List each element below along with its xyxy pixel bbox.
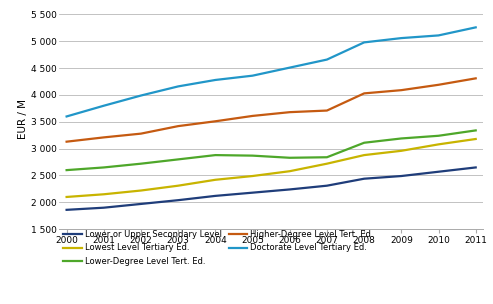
Line: Doctorate Level Tertiary Ed.: Doctorate Level Tertiary Ed. xyxy=(67,27,476,116)
Lower-Degree Level Tert. Ed. xyxy=(398,136,404,140)
Higher-Degree Level Tert. Ed. xyxy=(287,110,293,114)
Doctorate Level Tertiary Ed. xyxy=(398,36,404,40)
Lower or Upper Secondary Level xyxy=(212,194,218,198)
Line: Lower-Degree Level Tert. Ed.: Lower-Degree Level Tert. Ed. xyxy=(67,130,476,170)
Higher-Degree Level Tert. Ed. xyxy=(101,136,107,139)
Lower or Upper Secondary Level xyxy=(361,177,367,181)
Lower-Degree Level Tert. Ed. xyxy=(361,141,367,145)
Higher-Degree Level Tert. Ed. xyxy=(324,109,330,112)
Lower-Degree Level Tert. Ed. xyxy=(473,129,479,132)
Line: Lowest Level Tertiary Ed.: Lowest Level Tertiary Ed. xyxy=(67,139,476,197)
Lower or Upper Secondary Level xyxy=(175,198,181,202)
Lowest Level Tertiary Ed. xyxy=(398,149,404,153)
Doctorate Level Tertiary Ed. xyxy=(212,78,218,82)
Lowest Level Tertiary Ed. xyxy=(175,184,181,188)
Lower or Upper Secondary Level xyxy=(435,170,441,174)
Lower-Degree Level Tert. Ed. xyxy=(435,134,441,138)
Lower or Upper Secondary Level xyxy=(324,184,330,188)
Lower or Upper Secondary Level xyxy=(101,206,107,209)
Doctorate Level Tertiary Ed. xyxy=(361,40,367,44)
Doctorate Level Tertiary Ed. xyxy=(249,74,255,78)
Doctorate Level Tertiary Ed. xyxy=(473,26,479,29)
Doctorate Level Tertiary Ed. xyxy=(175,85,181,88)
Lower or Upper Secondary Level xyxy=(138,202,144,206)
Higher-Degree Level Tert. Ed. xyxy=(64,140,70,143)
Higher-Degree Level Tert. Ed. xyxy=(138,132,144,136)
Lower-Degree Level Tert. Ed. xyxy=(138,162,144,165)
Lowest Level Tertiary Ed. xyxy=(212,178,218,181)
Lowest Level Tertiary Ed. xyxy=(101,192,107,196)
Lower-Degree Level Tert. Ed. xyxy=(287,156,293,160)
Lower-Degree Level Tert. Ed. xyxy=(101,166,107,169)
Lower or Upper Secondary Level xyxy=(473,166,479,169)
Lower-Degree Level Tert. Ed. xyxy=(64,168,70,172)
Lowest Level Tertiary Ed. xyxy=(324,162,330,165)
Y-axis label: EUR / M: EUR / M xyxy=(18,99,28,139)
Higher-Degree Level Tert. Ed. xyxy=(249,114,255,118)
Lowest Level Tertiary Ed. xyxy=(249,174,255,178)
Lower or Upper Secondary Level xyxy=(249,191,255,195)
Lower or Upper Secondary Level xyxy=(287,188,293,191)
Higher-Degree Level Tert. Ed. xyxy=(435,83,441,87)
Line: Higher-Degree Level Tert. Ed.: Higher-Degree Level Tert. Ed. xyxy=(67,78,476,142)
Doctorate Level Tertiary Ed. xyxy=(138,94,144,97)
Legend: Lower or Upper Secondary Level, Lowest Level Tertiary Ed., Lower-Degree Level Te: Lower or Upper Secondary Level, Lowest L… xyxy=(63,230,374,266)
Lowest Level Tertiary Ed. xyxy=(435,143,441,146)
Lower or Upper Secondary Level xyxy=(64,208,70,212)
Higher-Degree Level Tert. Ed. xyxy=(212,119,218,123)
Lowest Level Tertiary Ed. xyxy=(473,137,479,141)
Lowest Level Tertiary Ed. xyxy=(138,189,144,192)
Doctorate Level Tertiary Ed. xyxy=(287,66,293,69)
Lowest Level Tertiary Ed. xyxy=(287,169,293,173)
Higher-Degree Level Tert. Ed. xyxy=(175,124,181,128)
Doctorate Level Tertiary Ed. xyxy=(64,115,70,118)
Doctorate Level Tertiary Ed. xyxy=(324,58,330,61)
Lower-Degree Level Tert. Ed. xyxy=(324,155,330,159)
Lower or Upper Secondary Level xyxy=(398,174,404,178)
Lower-Degree Level Tert. Ed. xyxy=(212,153,218,157)
Line: Lower or Upper Secondary Level: Lower or Upper Secondary Level xyxy=(67,168,476,210)
Doctorate Level Tertiary Ed. xyxy=(101,104,107,108)
Lower-Degree Level Tert. Ed. xyxy=(175,157,181,161)
Higher-Degree Level Tert. Ed. xyxy=(398,88,404,92)
Doctorate Level Tertiary Ed. xyxy=(435,34,441,37)
Higher-Degree Level Tert. Ed. xyxy=(361,92,367,95)
Lowest Level Tertiary Ed. xyxy=(361,153,367,157)
Lower-Degree Level Tert. Ed. xyxy=(249,154,255,157)
Lowest Level Tertiary Ed. xyxy=(64,195,70,199)
Higher-Degree Level Tert. Ed. xyxy=(473,77,479,80)
